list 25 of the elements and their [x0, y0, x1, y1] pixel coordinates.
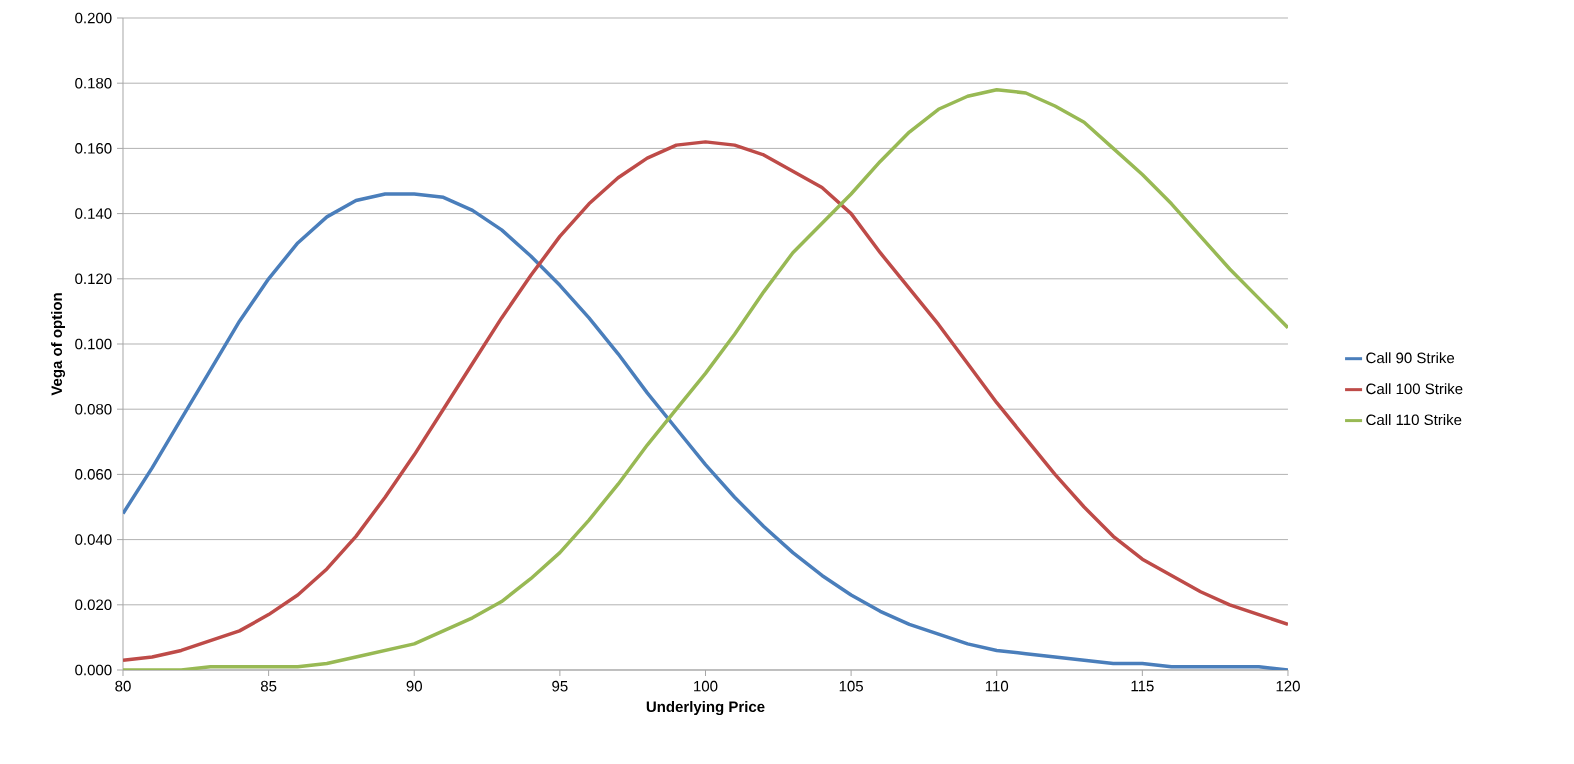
legend-label: Call 100 Strike: [1366, 383, 1463, 395]
y-tick-label: 0.200: [75, 12, 112, 24]
legend-label: Call 110 Strike: [1366, 414, 1462, 426]
y-tick-label: 0.060: [75, 469, 112, 480]
y-tick-label: 0.120: [75, 273, 112, 285]
x-tick-label: 100: [694, 680, 718, 692]
y-tick-label: 0.080: [75, 403, 112, 415]
x-tick-label: 115: [1131, 680, 1154, 692]
legend-label: Call 90 Strike: [1366, 352, 1455, 364]
x-tick-label: 90: [406, 680, 422, 692]
y-tick-label: 0.160: [75, 143, 112, 154]
y-tick-label: 0.040: [75, 534, 112, 545]
y-axis-title: Vega of option: [51, 293, 66, 396]
x-tick-label: 85: [260, 680, 277, 692]
x-tick-label: 105: [839, 680, 863, 692]
y-tick-label: 0.020: [75, 599, 112, 611]
x-tick-label: 120: [1276, 680, 1300, 692]
y-tick-label: 0.000: [75, 664, 112, 676]
y-tick-label: 0.140: [75, 208, 112, 219]
y-tick-label: 0.100: [75, 338, 112, 350]
x-tick-label: 110: [985, 680, 1009, 692]
y-tick-label: 0.180: [75, 77, 112, 89]
x-axis-title: Underlying Price: [646, 701, 765, 716]
x-tick-label: 80: [115, 680, 131, 692]
x-tick-label: 95: [552, 680, 568, 692]
